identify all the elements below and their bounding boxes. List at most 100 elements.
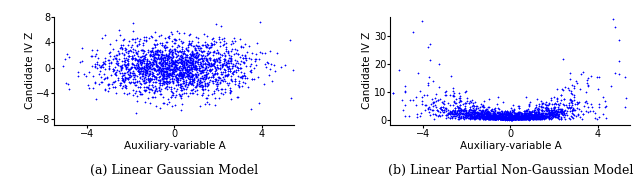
Point	[483, 116, 493, 119]
Point	[531, 115, 541, 118]
Point	[152, 72, 162, 75]
Point	[64, 88, 74, 91]
Point	[189, 64, 200, 67]
Point	[490, 118, 500, 121]
Point	[212, 72, 222, 75]
Point	[509, 114, 519, 117]
Point	[183, 75, 193, 78]
Point	[491, 118, 501, 121]
Point	[207, 54, 218, 57]
Point	[556, 110, 566, 113]
Point	[532, 115, 542, 118]
Point	[250, 57, 260, 60]
Point	[504, 118, 515, 121]
Point	[527, 111, 538, 114]
Point	[478, 114, 488, 117]
Point	[209, 51, 219, 54]
Point	[166, 73, 177, 76]
Point	[445, 93, 456, 96]
Point	[516, 115, 527, 118]
Point	[540, 115, 550, 118]
Point	[538, 113, 548, 116]
Point	[145, 101, 155, 104]
Point	[167, 58, 177, 61]
Point	[225, 91, 235, 93]
Point	[527, 117, 538, 120]
Point	[504, 113, 515, 116]
Point	[148, 80, 159, 83]
Point	[140, 69, 150, 72]
Point	[563, 86, 573, 89]
Point	[486, 114, 497, 117]
Point	[103, 58, 113, 61]
Point	[506, 114, 516, 117]
Point	[397, 99, 408, 102]
Point	[484, 117, 494, 120]
Point	[486, 116, 497, 119]
Point	[540, 115, 550, 118]
Point	[452, 110, 462, 113]
Point	[125, 72, 136, 75]
Point	[476, 116, 486, 119]
Point	[180, 71, 191, 74]
Point	[184, 74, 194, 77]
Point	[531, 117, 541, 120]
Point	[98, 61, 108, 64]
Point	[429, 117, 440, 120]
Point	[182, 75, 193, 78]
Point	[187, 59, 197, 62]
Point	[224, 65, 234, 68]
Point	[124, 70, 134, 73]
Point	[440, 114, 451, 117]
Point	[506, 117, 516, 120]
Point	[556, 116, 566, 118]
Point	[459, 117, 469, 120]
Point	[176, 74, 186, 77]
Point	[505, 117, 515, 120]
Point	[114, 52, 124, 55]
Point	[520, 116, 530, 119]
Point	[547, 115, 557, 118]
Point	[182, 74, 193, 77]
Point	[155, 75, 165, 78]
Point	[188, 64, 198, 67]
Point	[174, 38, 184, 41]
Point	[472, 114, 483, 117]
Point	[500, 110, 510, 113]
Point	[158, 75, 168, 78]
Point	[233, 75, 243, 78]
Point	[186, 67, 196, 70]
Point	[170, 68, 180, 70]
Point	[141, 68, 152, 71]
Point	[521, 114, 531, 117]
Point	[209, 81, 219, 84]
Point	[477, 114, 487, 117]
Point	[146, 50, 156, 53]
Point	[124, 39, 134, 42]
Point	[453, 105, 463, 108]
Point	[504, 114, 514, 117]
Point	[524, 116, 534, 119]
Point	[152, 65, 163, 68]
Point	[489, 116, 499, 119]
Point	[533, 116, 543, 119]
Point	[198, 89, 208, 91]
Point	[211, 58, 221, 61]
Point	[450, 112, 460, 115]
Point	[145, 76, 155, 79]
Point	[178, 52, 188, 55]
Point	[228, 64, 239, 67]
Point	[523, 116, 533, 119]
Point	[548, 111, 558, 114]
Point	[453, 116, 463, 118]
Point	[529, 114, 539, 117]
Point	[498, 117, 508, 120]
Point	[162, 59, 172, 61]
Point	[515, 116, 525, 119]
Point	[191, 84, 201, 87]
Point	[520, 117, 530, 120]
Point	[477, 112, 487, 115]
Point	[175, 71, 185, 74]
Point	[145, 52, 155, 55]
Point	[474, 112, 484, 114]
